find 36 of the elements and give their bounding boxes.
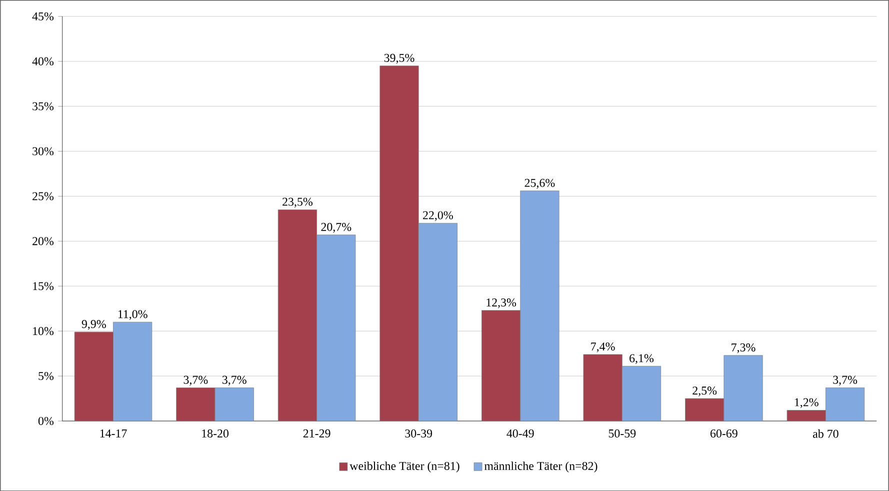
data-label: 9,9%: [82, 320, 106, 330]
y-tick-label: 35%: [32, 102, 54, 110]
data-label: 7,4%: [591, 342, 615, 352]
data-label: 22,0%: [423, 211, 453, 221]
y-tick-label: 20%: [32, 236, 54, 246]
legend-label: männliche Täter (n=82): [484, 461, 598, 472]
data-label: 6,1%: [630, 354, 654, 364]
y-tick-label: 10%: [33, 326, 54, 335]
data-label: 20,7%: [321, 222, 352, 233]
x-tick-label: ab 70: [813, 429, 838, 438]
x-tick-label: 30-39: [405, 429, 432, 438]
y-tick-label: 0%: [38, 416, 54, 425]
x-tick-label: 14-17: [100, 429, 127, 438]
data-label: 11,0%: [118, 310, 148, 320]
data-label: 39,5%: [384, 54, 414, 64]
data-label: 7,3%: [732, 343, 756, 354]
y-tick-label: 25%: [32, 192, 54, 200]
data-label: 3,7%: [222, 376, 246, 386]
x-tick-label: 18-20: [202, 429, 228, 438]
x-tick-label: 60-69: [710, 429, 738, 438]
x-tick-label: 21-29: [303, 429, 330, 438]
data-label: 12,3%: [486, 298, 516, 308]
data-label: 3,7%: [833, 376, 858, 386]
data-label: 23,5%: [282, 198, 312, 208]
legend-label: weibliche Täter (n=81): [350, 461, 460, 472]
data-label: 1,2%: [794, 398, 818, 408]
data-label: 25,6%: [524, 178, 555, 188]
x-tick-label: 50-59: [608, 429, 636, 438]
x-tick-label: 40-49: [506, 429, 534, 438]
y-tick-label: 15%: [33, 282, 54, 290]
data-label: 3,7%: [184, 376, 208, 386]
data-label: 2,5%: [692, 386, 717, 396]
y-tick-label: 30%: [32, 147, 54, 156]
y-tick-label: 45%: [32, 12, 54, 20]
y-tick-label: 5%: [38, 372, 54, 380]
y-tick-label: 40%: [32, 57, 54, 66]
